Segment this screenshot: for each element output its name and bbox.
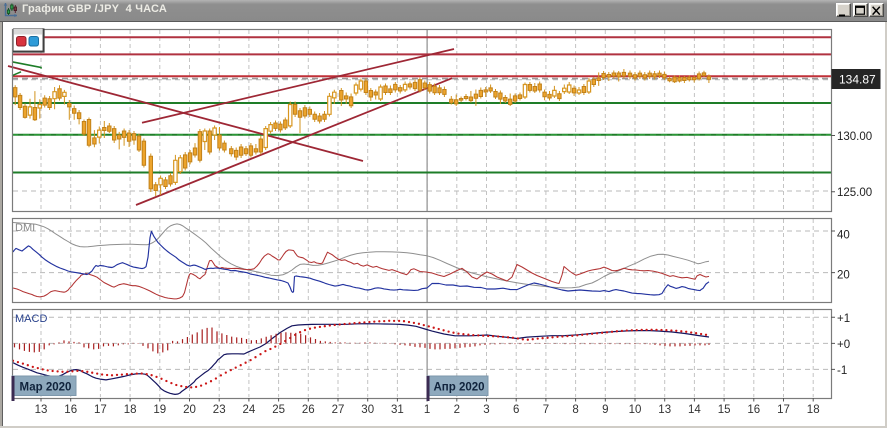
svg-text:20: 20 <box>837 270 850 282</box>
svg-text:130.00: 130.00 <box>837 131 872 143</box>
svg-text:+0: +0 <box>837 339 850 351</box>
svg-text:23: 23 <box>213 404 226 416</box>
svg-text:24: 24 <box>243 404 256 416</box>
svg-text:17: 17 <box>777 404 790 416</box>
svg-text:40: 40 <box>837 230 850 242</box>
svg-text:18: 18 <box>807 404 820 416</box>
svg-text:16: 16 <box>747 404 760 416</box>
svg-text:Мар 2020: Мар 2020 <box>20 382 72 394</box>
svg-text:31: 31 <box>391 404 404 416</box>
svg-text:25: 25 <box>272 404 285 416</box>
svg-text:DMI: DMI <box>15 222 35 234</box>
svg-text:14: 14 <box>688 404 701 416</box>
svg-text:9: 9 <box>602 404 608 416</box>
svg-text:13: 13 <box>35 404 48 416</box>
svg-text:10: 10 <box>629 404 642 416</box>
svg-text:30: 30 <box>361 404 374 416</box>
svg-text:MACD: MACD <box>15 313 47 325</box>
svg-text:7: 7 <box>543 404 549 416</box>
svg-text:13: 13 <box>658 404 671 416</box>
svg-text:19: 19 <box>153 404 166 416</box>
svg-text:8: 8 <box>572 404 578 416</box>
svg-text:26: 26 <box>302 404 315 416</box>
svg-text:16: 16 <box>64 404 77 416</box>
svg-text:3: 3 <box>483 404 489 416</box>
svg-text:+1: +1 <box>837 313 850 325</box>
svg-text:Апр 2020: Апр 2020 <box>434 382 485 394</box>
svg-text:1: 1 <box>424 404 430 416</box>
svg-text:15: 15 <box>718 404 731 416</box>
svg-text:27: 27 <box>332 404 345 416</box>
svg-text:6: 6 <box>513 404 519 416</box>
svg-text:17: 17 <box>94 404 107 416</box>
svg-text:20: 20 <box>183 404 196 416</box>
svg-text:125.00: 125.00 <box>837 187 872 199</box>
svg-text:18: 18 <box>124 404 137 416</box>
svg-text:134.87: 134.87 <box>839 73 876 87</box>
svg-text:2: 2 <box>454 404 460 416</box>
svg-text:-1: -1 <box>837 365 847 377</box>
